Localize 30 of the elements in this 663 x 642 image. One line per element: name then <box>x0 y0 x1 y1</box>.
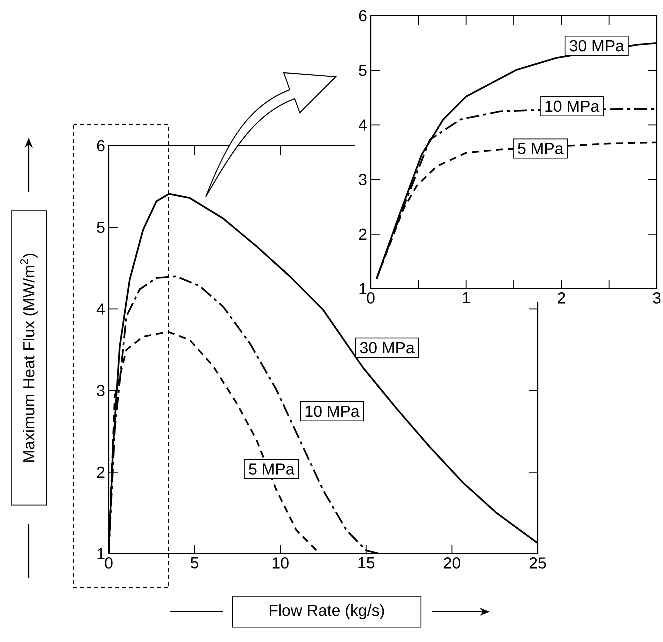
y-tick-label: 6 <box>97 140 105 152</box>
legend-label: 30 MPa <box>570 40 624 52</box>
series-label: 5 MPa <box>518 143 564 154</box>
x-axis-title: Flow Rate (kg/s) <box>270 604 384 620</box>
x-tick-label: 15 <box>358 558 375 569</box>
x-tick-label: 25 <box>530 558 546 569</box>
x-tick-label: 10 <box>272 558 289 569</box>
y-tick-label: 5 <box>97 222 105 234</box>
x-tick-label: 5 <box>190 558 199 569</box>
series-label: 10 MPa <box>546 100 600 112</box>
x-tick-label: 20 <box>444 558 460 569</box>
y-tick-label: 5 <box>359 65 367 76</box>
series-label: 10 MPa <box>306 406 360 418</box>
x-tick-label: 1 <box>463 292 470 304</box>
y-tick-label: 1 <box>360 283 367 294</box>
y-tick-label: 1 <box>98 548 105 560</box>
y-tick-label: 4 <box>358 120 367 131</box>
y-tick-label: 6 <box>359 10 367 22</box>
y-tick-label: 3 <box>97 385 105 396</box>
y-tick-label: 2 <box>97 466 105 478</box>
y-tick-label: 4 <box>96 304 105 315</box>
x-tick-label: 0 <box>367 292 375 304</box>
x-tick-label: 3 <box>653 292 661 304</box>
y-axis-title: Maximum Heat Flux (MW/m$^{2}$) <box>20 254 38 462</box>
series-label: 5 MPa <box>249 464 295 475</box>
x-tick-label: 0 <box>105 558 113 569</box>
x-tick-label: 2 <box>558 292 566 304</box>
y-tick-label: 2 <box>359 228 367 240</box>
y-tick-label: 3 <box>359 174 367 186</box>
series-label: 30 MPa <box>360 342 415 354</box>
